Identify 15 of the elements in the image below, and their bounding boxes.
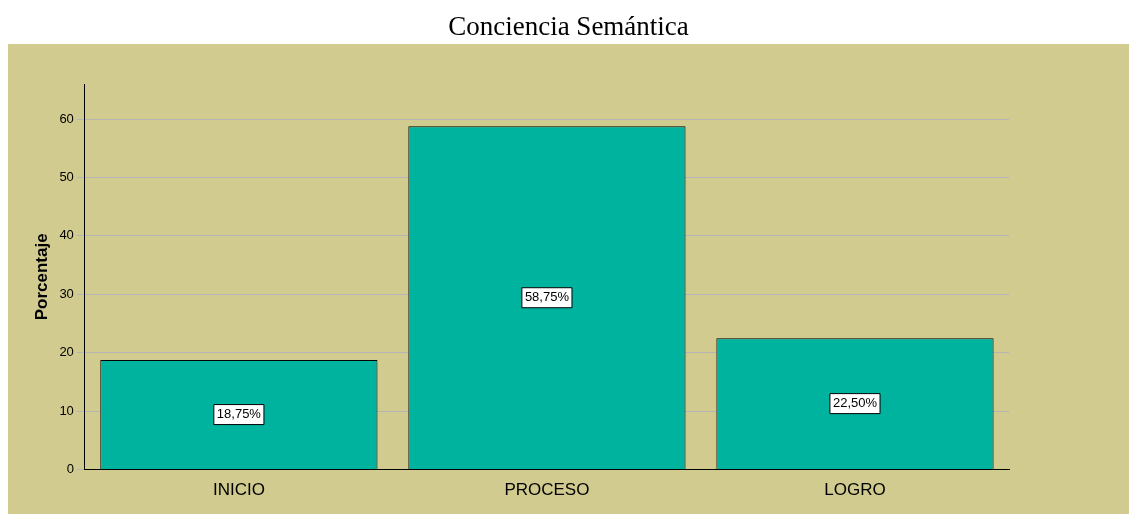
y-tick-label: 10 xyxy=(59,402,74,418)
x-tick-label: LOGRO xyxy=(824,480,886,500)
y-tick-label: 40 xyxy=(59,227,74,243)
y-tick-label: 60 xyxy=(59,110,74,126)
x-tick-label: INICIO xyxy=(212,480,265,500)
y-tick-label: 20 xyxy=(59,344,74,360)
data-label: 58,75% xyxy=(524,289,570,305)
y-tick-label: 50 xyxy=(59,169,74,185)
x-tick-label: PROCESO xyxy=(504,480,590,500)
y-tick-label: 30 xyxy=(59,285,74,301)
y-tick-label: 0 xyxy=(66,461,74,477)
data-label: 22,50% xyxy=(832,395,878,411)
chart-title: Conciencia Semántica xyxy=(447,10,690,43)
y-axis-title: Porcentaje xyxy=(31,233,51,321)
data-label: 18,75% xyxy=(216,406,262,422)
